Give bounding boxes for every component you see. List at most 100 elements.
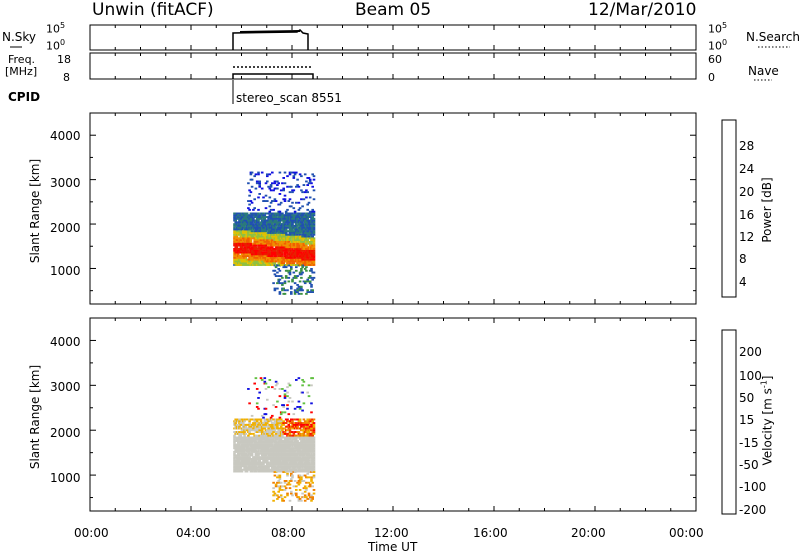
velocity-pixel bbox=[257, 407, 260, 410]
velocity-pixel bbox=[301, 468, 304, 471]
power-pixel bbox=[312, 255, 316, 257]
power-pixel bbox=[298, 173, 302, 176]
velocity-pixel bbox=[278, 476, 282, 479]
power-pixel bbox=[296, 221, 299, 224]
power-pixel bbox=[287, 200, 291, 202]
power-pixel bbox=[273, 289, 277, 292]
velocity-pixel bbox=[297, 480, 301, 482]
power-pixel bbox=[237, 216, 240, 218]
velocity-pixel bbox=[268, 423, 272, 426]
velocity-pixel bbox=[302, 434, 306, 437]
power-pixel bbox=[303, 258, 307, 261]
power-pixel bbox=[298, 273, 302, 276]
velocity-pixel bbox=[282, 420, 285, 423]
power-pixel bbox=[290, 260, 293, 263]
velocity-pixel bbox=[310, 384, 313, 387]
power-pixel bbox=[298, 223, 302, 226]
power-pixel bbox=[295, 185, 298, 188]
velocity-pixel bbox=[252, 432, 255, 435]
velocity-pixel bbox=[267, 434, 270, 437]
power-pixel bbox=[300, 189, 303, 192]
power-pixel bbox=[300, 287, 303, 290]
power-pixel bbox=[257, 258, 260, 261]
power-pixel bbox=[312, 228, 316, 231]
power-pixel bbox=[301, 212, 304, 215]
velocity-pixel bbox=[311, 485, 314, 488]
power-pixel bbox=[274, 255, 278, 257]
power-pixel bbox=[307, 260, 311, 263]
velocity-pixel bbox=[279, 438, 283, 441]
velocity-pixel bbox=[306, 476, 309, 479]
velocity-pixel bbox=[301, 441, 304, 444]
power-pixel bbox=[258, 240, 261, 243]
power-pixel bbox=[312, 217, 316, 220]
power-pixel bbox=[311, 208, 314, 211]
velocity-pixel bbox=[278, 395, 282, 398]
power-pixel bbox=[291, 212, 294, 215]
power-pixel bbox=[298, 232, 302, 234]
power-pixel bbox=[310, 284, 313, 286]
velocity-pixel bbox=[247, 388, 250, 390]
velocity-pixel bbox=[267, 461, 270, 464]
velocity-pixel bbox=[286, 483, 289, 486]
velocity-pixel bbox=[278, 416, 282, 419]
power-pixel bbox=[298, 280, 302, 283]
power-pixel bbox=[283, 289, 287, 292]
power-pixel bbox=[281, 282, 284, 285]
velocity-pixel bbox=[286, 461, 289, 464]
power-pixel bbox=[277, 237, 280, 240]
power-pixel bbox=[292, 171, 296, 174]
power-pixel bbox=[301, 246, 304, 249]
power-pixel bbox=[306, 203, 309, 206]
velocity-pixel bbox=[286, 474, 289, 477]
power-pixel bbox=[260, 244, 264, 247]
power-pixel bbox=[307, 201, 311, 204]
power-pixel bbox=[272, 262, 275, 265]
power-pixel bbox=[253, 175, 256, 178]
velocity-pixel bbox=[291, 494, 294, 497]
power-pixel bbox=[240, 240, 244, 243]
power-pixel bbox=[258, 193, 261, 195]
velocity-pixel bbox=[273, 429, 277, 432]
velocity-pixel bbox=[296, 450, 299, 453]
velocity-pixel bbox=[297, 431, 301, 433]
velocity-pixel bbox=[306, 432, 309, 435]
power-pixel bbox=[311, 291, 314, 293]
power-pixel bbox=[243, 233, 246, 236]
velocity-pixel bbox=[254, 427, 258, 430]
velocity-pixel bbox=[263, 427, 267, 430]
power-pixel bbox=[311, 216, 314, 218]
power-pixel bbox=[295, 269, 298, 272]
velocity-pixel bbox=[254, 465, 258, 468]
power-pixel bbox=[284, 276, 288, 279]
power-pixel bbox=[296, 237, 299, 240]
power-pixel bbox=[268, 187, 272, 190]
power-pixel bbox=[239, 258, 243, 261]
power-pixel bbox=[298, 237, 302, 240]
velocity-pixel bbox=[283, 485, 287, 488]
velocity-pixel bbox=[298, 438, 302, 441]
power-pixel bbox=[264, 244, 268, 247]
power-pixel bbox=[281, 251, 284, 254]
velocity-pixel bbox=[255, 431, 259, 433]
power-pixel bbox=[271, 239, 274, 241]
power-pixel bbox=[257, 219, 260, 222]
velocity-pixel bbox=[247, 454, 250, 457]
power-pixel bbox=[267, 212, 270, 215]
velocity-pixel bbox=[312, 449, 316, 451]
power-pixel bbox=[311, 185, 314, 188]
velocity-pixel bbox=[249, 425, 253, 428]
power-pixel bbox=[301, 242, 304, 245]
power-pixel bbox=[312, 223, 316, 226]
velocity-pixel bbox=[292, 449, 296, 451]
velocity-pixel bbox=[279, 427, 283, 430]
power-pixel bbox=[303, 191, 307, 194]
power-pixel bbox=[303, 280, 307, 283]
power-pixel bbox=[282, 187, 285, 190]
velocity-pixel bbox=[250, 414, 254, 417]
velocity-pixel bbox=[274, 438, 278, 441]
velocity-pixel bbox=[288, 384, 292, 387]
power-pixel bbox=[272, 242, 275, 245]
power-panel-frame bbox=[89, 112, 697, 305]
power-pixel bbox=[274, 219, 278, 222]
